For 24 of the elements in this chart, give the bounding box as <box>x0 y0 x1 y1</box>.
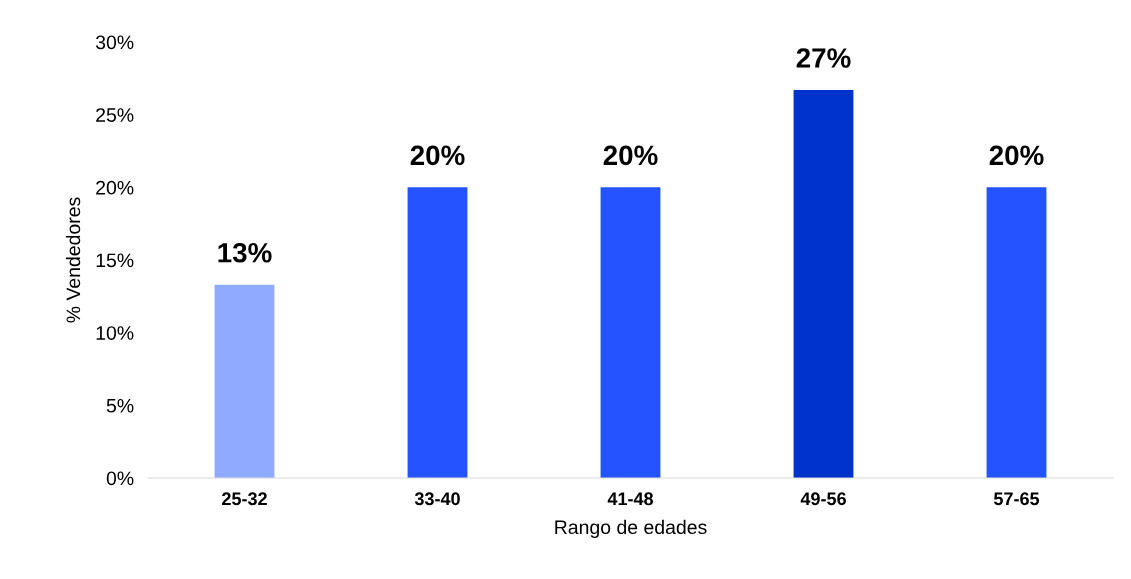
y-tick-label: 30% <box>95 35 134 50</box>
x-tick-label: 41-48 <box>607 492 654 506</box>
data-label: 27% <box>796 48 851 68</box>
bar <box>600 187 661 478</box>
y-tick-label: 5% <box>106 398 134 413</box>
y-tick-label: 0% <box>106 471 134 486</box>
bar <box>986 187 1047 478</box>
x-tick-label: 33-40 <box>414 492 460 506</box>
data-label: 20% <box>989 145 1044 166</box>
y-tick-label: 20% <box>96 180 134 195</box>
data-label: 20% <box>603 145 658 166</box>
x-axis-title: Rango de edades <box>555 519 707 538</box>
data-label: 20% <box>410 145 465 166</box>
x-tick-label: 49-56 <box>800 492 846 506</box>
bar <box>214 284 275 478</box>
y-tick-label: 15% <box>96 253 134 268</box>
x-tick-label: 57-65 <box>993 492 1040 506</box>
bar <box>793 89 854 478</box>
bar <box>407 187 468 478</box>
y-tick-label: 10% <box>96 326 134 340</box>
y-tick-label: 25% <box>96 108 134 122</box>
x-tick-label: 25-32 <box>222 492 267 506</box>
y-axis-title: % Vendedores <box>65 197 81 323</box>
data-label: 13% <box>218 242 272 263</box>
